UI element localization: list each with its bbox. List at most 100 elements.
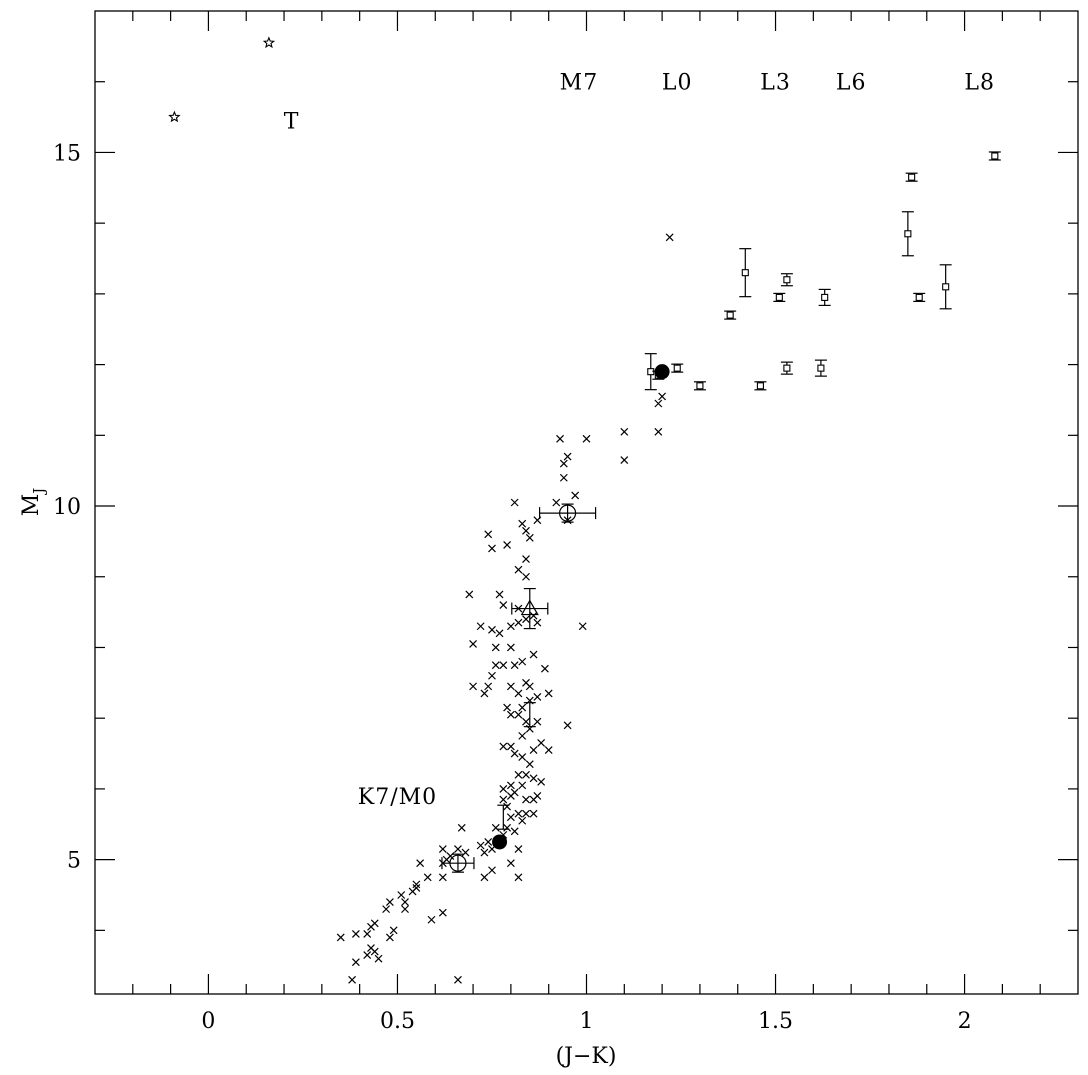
cross-stroke xyxy=(506,742,515,751)
cross-point xyxy=(518,753,527,762)
cross-stroke xyxy=(522,678,530,687)
cross-point xyxy=(457,823,466,832)
cross-point xyxy=(351,958,360,967)
cross-stroke xyxy=(351,929,360,938)
cross-stroke xyxy=(522,717,530,726)
square-point xyxy=(739,248,752,298)
cross-stroke xyxy=(397,891,406,899)
cross-stroke xyxy=(533,717,542,726)
cross-point xyxy=(476,841,485,850)
cross-point xyxy=(533,618,542,627)
cross-point xyxy=(540,664,549,673)
square-marker xyxy=(821,293,829,301)
cross-point xyxy=(374,954,383,963)
cross-point xyxy=(363,929,372,938)
cross-stroke xyxy=(522,809,530,818)
cross-point xyxy=(461,848,470,857)
x-axis-title: (J−K) xyxy=(556,1044,617,1069)
cross-point xyxy=(582,434,591,443)
cross-stroke xyxy=(529,650,538,659)
square-point xyxy=(988,151,1001,161)
cross-point xyxy=(499,784,508,793)
cross-stroke xyxy=(423,873,432,882)
cross-stroke xyxy=(620,456,629,464)
square-marker xyxy=(673,364,681,372)
cross-point xyxy=(518,781,527,790)
y-axis-title: MJ xyxy=(19,488,48,517)
cross-point xyxy=(491,823,500,832)
cross-point xyxy=(529,611,538,620)
square-marker xyxy=(741,269,749,277)
square-point xyxy=(901,211,914,257)
cross-point xyxy=(499,795,508,804)
cross-point xyxy=(510,788,519,797)
cross-stroke xyxy=(499,795,508,804)
cross-point xyxy=(578,622,587,631)
cross-point xyxy=(495,629,504,638)
cross-point xyxy=(522,526,530,535)
cross-point xyxy=(514,689,523,698)
cross-point xyxy=(529,650,538,659)
cross-point xyxy=(506,742,515,751)
cross-stroke xyxy=(503,541,512,549)
cross-stroke xyxy=(499,661,508,670)
cross-stroke xyxy=(514,845,523,853)
square-point xyxy=(905,172,918,182)
cross-point xyxy=(385,898,394,906)
cross-point xyxy=(563,721,572,730)
x-tick-label: 0.5 xyxy=(380,1009,415,1034)
annotation-label: M7 xyxy=(560,71,599,96)
annotation-label: L6 xyxy=(836,71,867,96)
cross-point xyxy=(499,661,508,670)
cross-point xyxy=(514,565,523,574)
cross-stroke xyxy=(499,742,508,751)
x-tick-label: 1.5 xyxy=(758,1009,793,1034)
square-point xyxy=(671,363,684,373)
square-marker xyxy=(775,293,783,301)
cross-stroke xyxy=(457,823,466,832)
cross-stroke xyxy=(529,809,538,818)
cross-stroke xyxy=(491,643,500,652)
square-point xyxy=(818,288,831,307)
triangle-point xyxy=(511,587,549,630)
cross-point xyxy=(499,601,508,609)
cross-stroke xyxy=(438,845,447,853)
square-point xyxy=(780,273,793,287)
cross-point xyxy=(529,774,538,783)
cross-point xyxy=(480,689,489,698)
x-tick-label: 0 xyxy=(201,1009,215,1034)
cross-point xyxy=(484,838,493,846)
cross-stroke xyxy=(556,434,564,443)
cross-point xyxy=(416,859,425,868)
plot-frame xyxy=(94,10,1079,995)
cross-point xyxy=(522,809,530,818)
cross-stroke xyxy=(563,452,572,461)
cross-stroke xyxy=(514,710,523,719)
open-circle-marker xyxy=(558,504,577,522)
cross-stroke xyxy=(506,643,515,652)
cross-stroke xyxy=(537,777,546,786)
cross-point xyxy=(525,682,534,691)
cross-point xyxy=(514,710,523,719)
cross-stroke xyxy=(484,530,493,539)
cross-point xyxy=(525,760,534,769)
square-point xyxy=(780,361,793,375)
cross-point xyxy=(499,742,508,751)
cross-point xyxy=(533,792,542,800)
filled-circle-point xyxy=(654,364,670,380)
cross-stroke xyxy=(416,859,425,868)
square-marker xyxy=(817,364,825,372)
cross-point xyxy=(480,873,489,882)
cross-stroke xyxy=(401,905,409,914)
cross-stroke xyxy=(385,898,394,906)
cross-point xyxy=(510,498,519,507)
cross-stroke xyxy=(488,625,496,634)
cross-stroke xyxy=(518,753,527,762)
cross-point xyxy=(522,795,530,804)
annotation-label: T xyxy=(284,110,300,135)
cross-stroke xyxy=(503,802,512,811)
cross-point xyxy=(401,905,409,914)
cross-point xyxy=(484,682,493,691)
cross-stroke xyxy=(461,848,470,857)
